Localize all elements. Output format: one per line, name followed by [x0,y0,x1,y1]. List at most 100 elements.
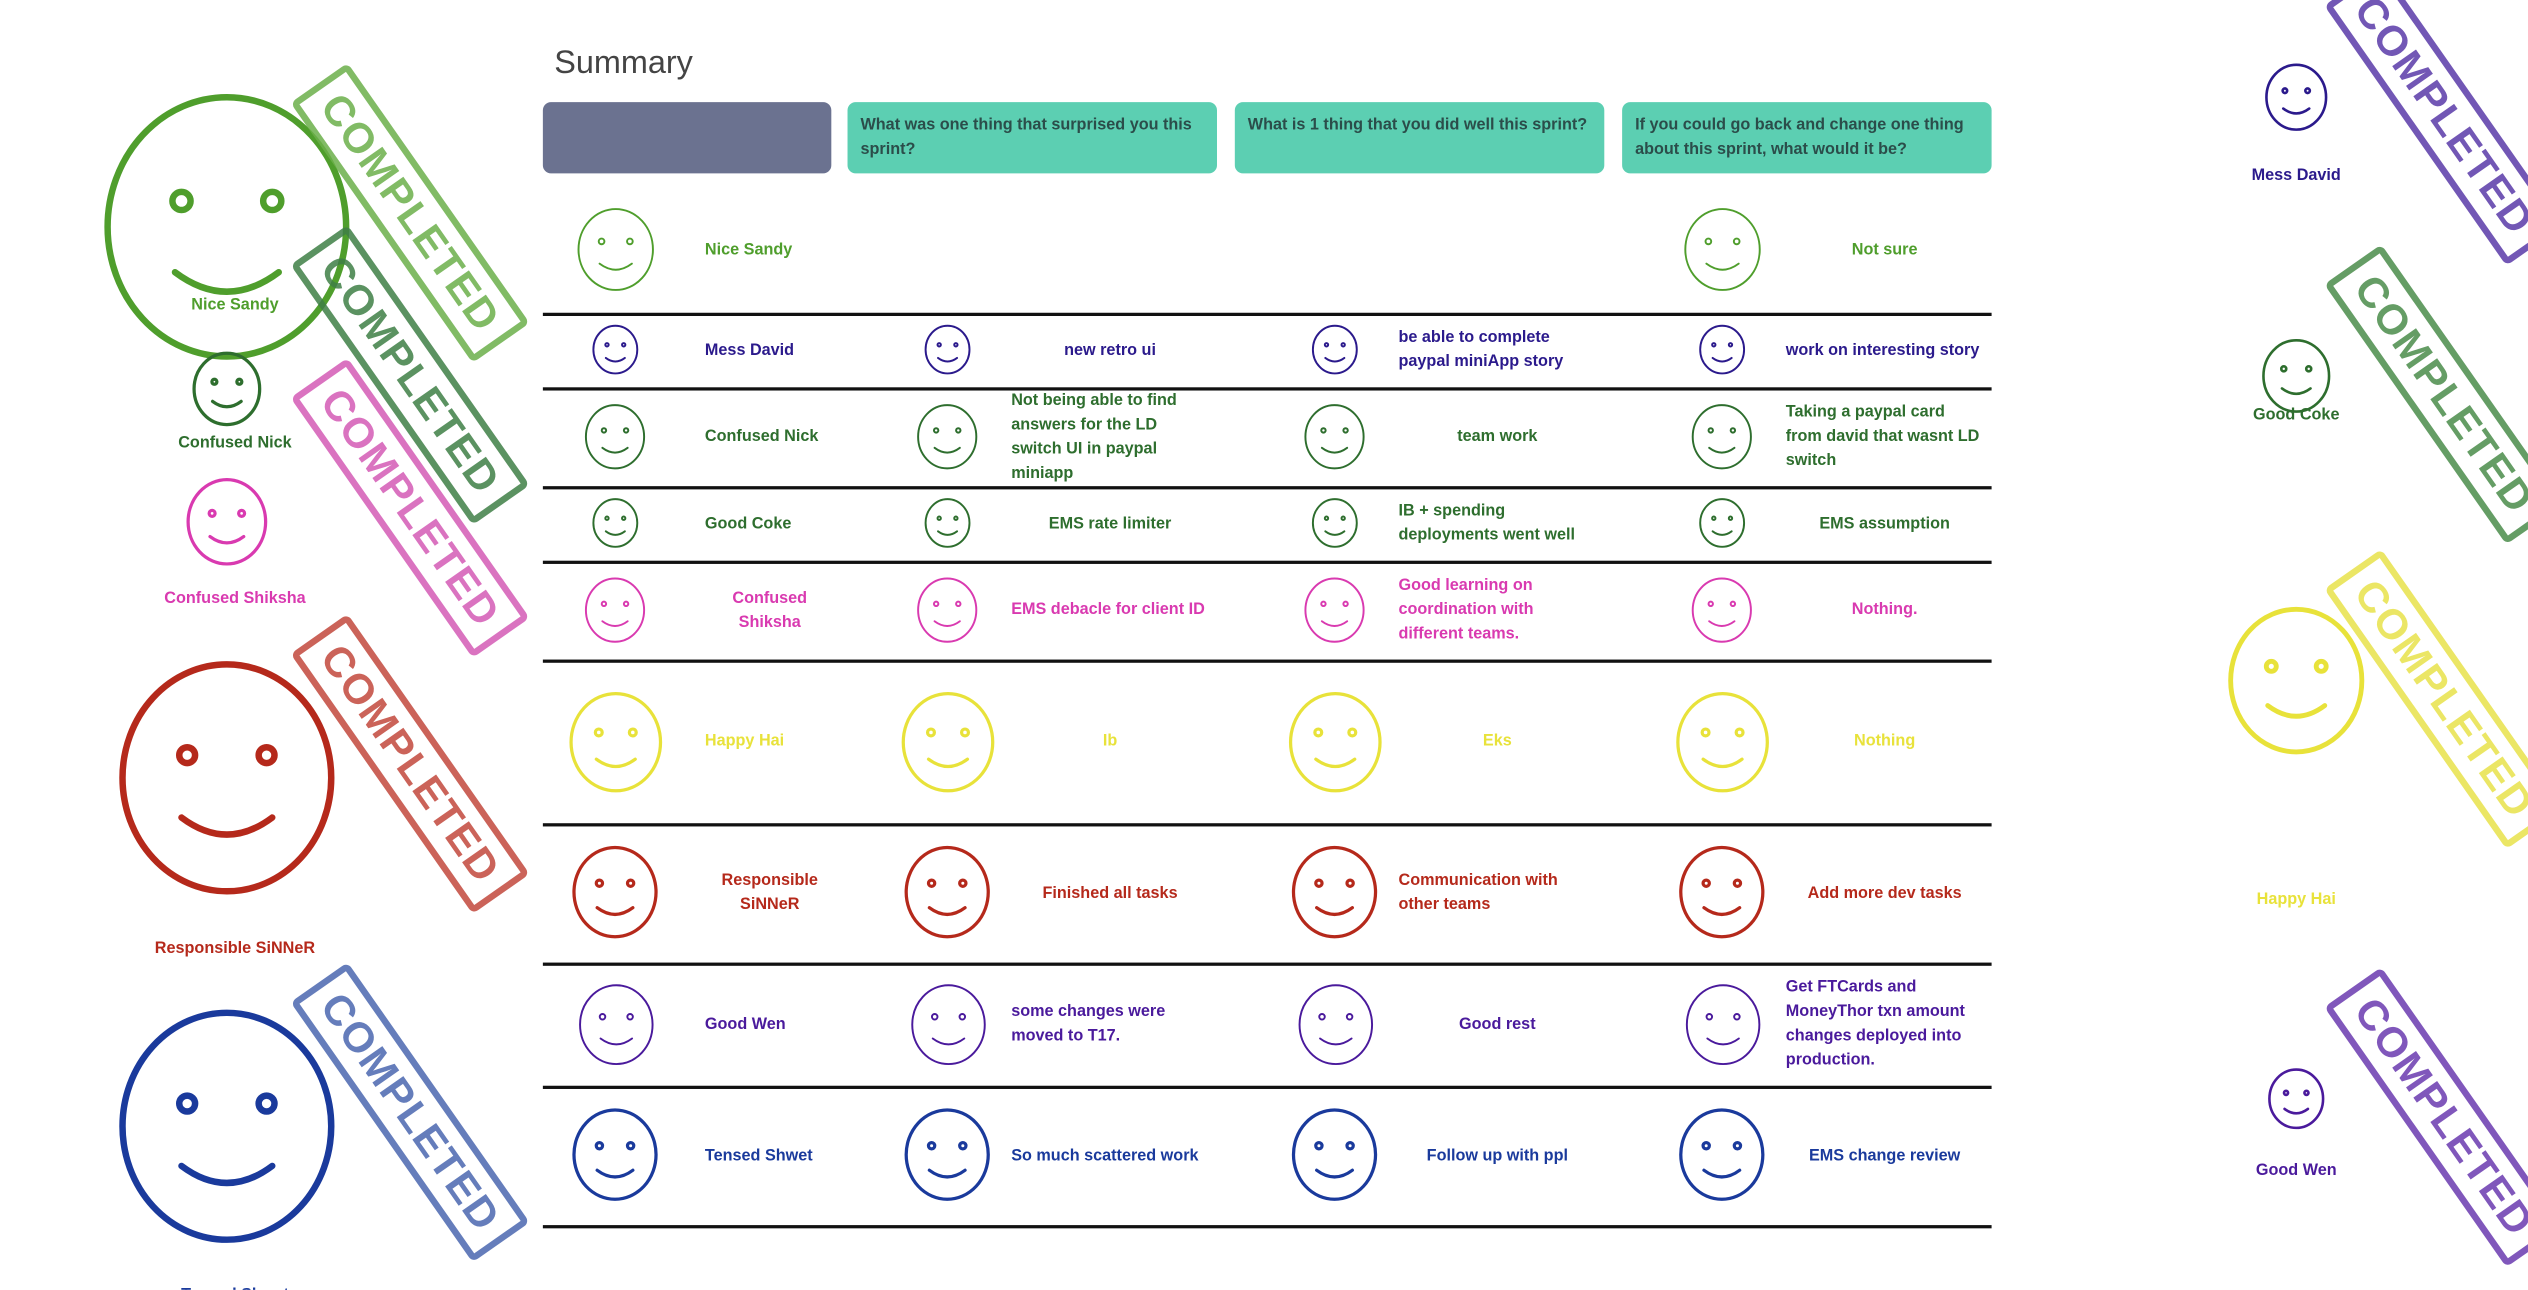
doodle [1676,691,1769,792]
answer-text: IB + spending deployments went well [1398,502,1575,545]
doodle [119,1009,335,1243]
doodle [925,498,971,549]
doodle [2268,1068,2325,1130]
member-name: Tensed Shwet [704,1146,813,1165]
avatar-name: Nice Sandy [191,296,279,315]
answer-text: Taking a paypal card from david that was… [1785,403,1980,470]
avatar-name: Confused Nick [178,434,292,453]
doodle [577,208,654,291]
doodle [1288,691,1382,792]
doodle [917,404,979,470]
name-header [542,102,832,174]
row-divider [542,1085,1992,1089]
answer-text: Good learning on coordination with diffe… [1398,576,1534,644]
doodle [1679,846,1766,940]
avatar-name: Good Coke [2253,406,2340,425]
answer-text: team work [1457,427,1538,446]
answer-text: work on interesting story [1785,341,1980,359]
member-name: Nice Sandy [704,240,793,259]
doodle [1312,498,1359,549]
answer-text: Follow up with ppl [1426,1146,1568,1165]
member-name: Good Coke [704,514,792,533]
doodle [905,846,991,940]
doodle [1684,208,1761,291]
answer-text: be able to complete paypal miniApp story [1398,328,1564,372]
answer-text: Not being able to find answers for the L… [1011,391,1177,483]
doodle [573,1109,659,1202]
doodle [1298,983,1373,1065]
doodle [1692,577,1753,643]
answer-text: Good rest [1459,1015,1536,1034]
page-title: Summary [554,45,693,82]
answer-text: EMS assumption [1819,514,1950,533]
answer-text: Add more dev tasks [1807,883,1962,902]
doodle [592,325,639,375]
doodle [1312,325,1359,375]
doodle [2265,63,2328,131]
answer-text: Ib [1102,732,1118,751]
row-divider [542,387,1992,390]
doodle [2262,339,2331,413]
member-name: Confused Shiksha [732,589,808,632]
doodle [1292,1109,1378,1202]
doodle [1699,325,1746,375]
answer-text: some changes were moved to T17. [1011,1003,1166,1046]
question-header: If you could go back and change one thin… [1622,102,1992,174]
answer-text: Eks [1482,732,1512,751]
avatar-name: Good Wen [2255,1161,2337,1180]
doodle [192,351,262,427]
answer-text: Communication with other teams [1398,871,1558,914]
member-name: Mess David [704,341,795,359]
question-header: What is 1 thing that you did well this s… [1234,102,1605,174]
doodle [1692,404,1753,470]
answer-text: Not sure [1851,240,1918,259]
answer-text: Finished all tasks [1042,883,1178,902]
avatar-name: Tensed Shwet [138,1287,332,1290]
row-divider [542,823,1992,826]
doodle [573,846,659,940]
answer-text: Get FTCards and MoneyThor txn amount cha… [1785,978,1965,1070]
doodle [901,691,995,792]
row-divider [542,659,1992,662]
answer-text: Nothing. [1851,601,1918,620]
doodle [1699,498,1746,549]
row-divider [542,486,1992,489]
doodle [186,478,268,566]
doodle [592,498,639,549]
doodle [569,691,663,792]
avatar-name: Mess David [2251,166,2341,185]
completed-stamp: COMPLETED [2324,0,2528,267]
doodle [925,325,971,375]
doodle [1292,846,1378,940]
row-divider [542,1225,1992,1228]
doodle [1305,404,1366,470]
member-name: Confused Nick [704,427,819,446]
answer-text: EMS rate limiter [1048,514,1172,533]
row-divider [542,560,1992,564]
answer-text: Nothing [1854,732,1916,751]
avatar-name: Responsible SiNNeR [154,939,316,958]
doodle [905,1109,991,1202]
answer-text: new retro ui [1064,341,1156,359]
question-header: What was one thing that surprised you th… [847,102,1217,174]
doodle [578,983,654,1065]
doodle [104,93,350,360]
answer-text: EMS debacle for client ID [1011,601,1205,620]
row-divider [542,962,1992,966]
doodle [1305,577,1366,643]
doodle [119,661,335,895]
completed-stamp: COMPLETED [2324,967,2528,1268]
row-divider [542,312,1992,316]
member-name: Responsible SiNNeR [721,871,818,914]
completed-stamp: COMPLETED [2324,244,2528,545]
member-name: Happy Hai [704,732,785,751]
doodle [1685,983,1760,1065]
doodle [585,577,646,643]
avatar-name: Confused Shiksha [164,589,306,608]
answer-text: So much scattered work [1011,1146,1199,1165]
doodle [2228,606,2365,755]
member-name: Good Wen [704,1015,786,1034]
answer-text: EMS change review [1808,1146,1961,1165]
doodle [585,404,646,470]
